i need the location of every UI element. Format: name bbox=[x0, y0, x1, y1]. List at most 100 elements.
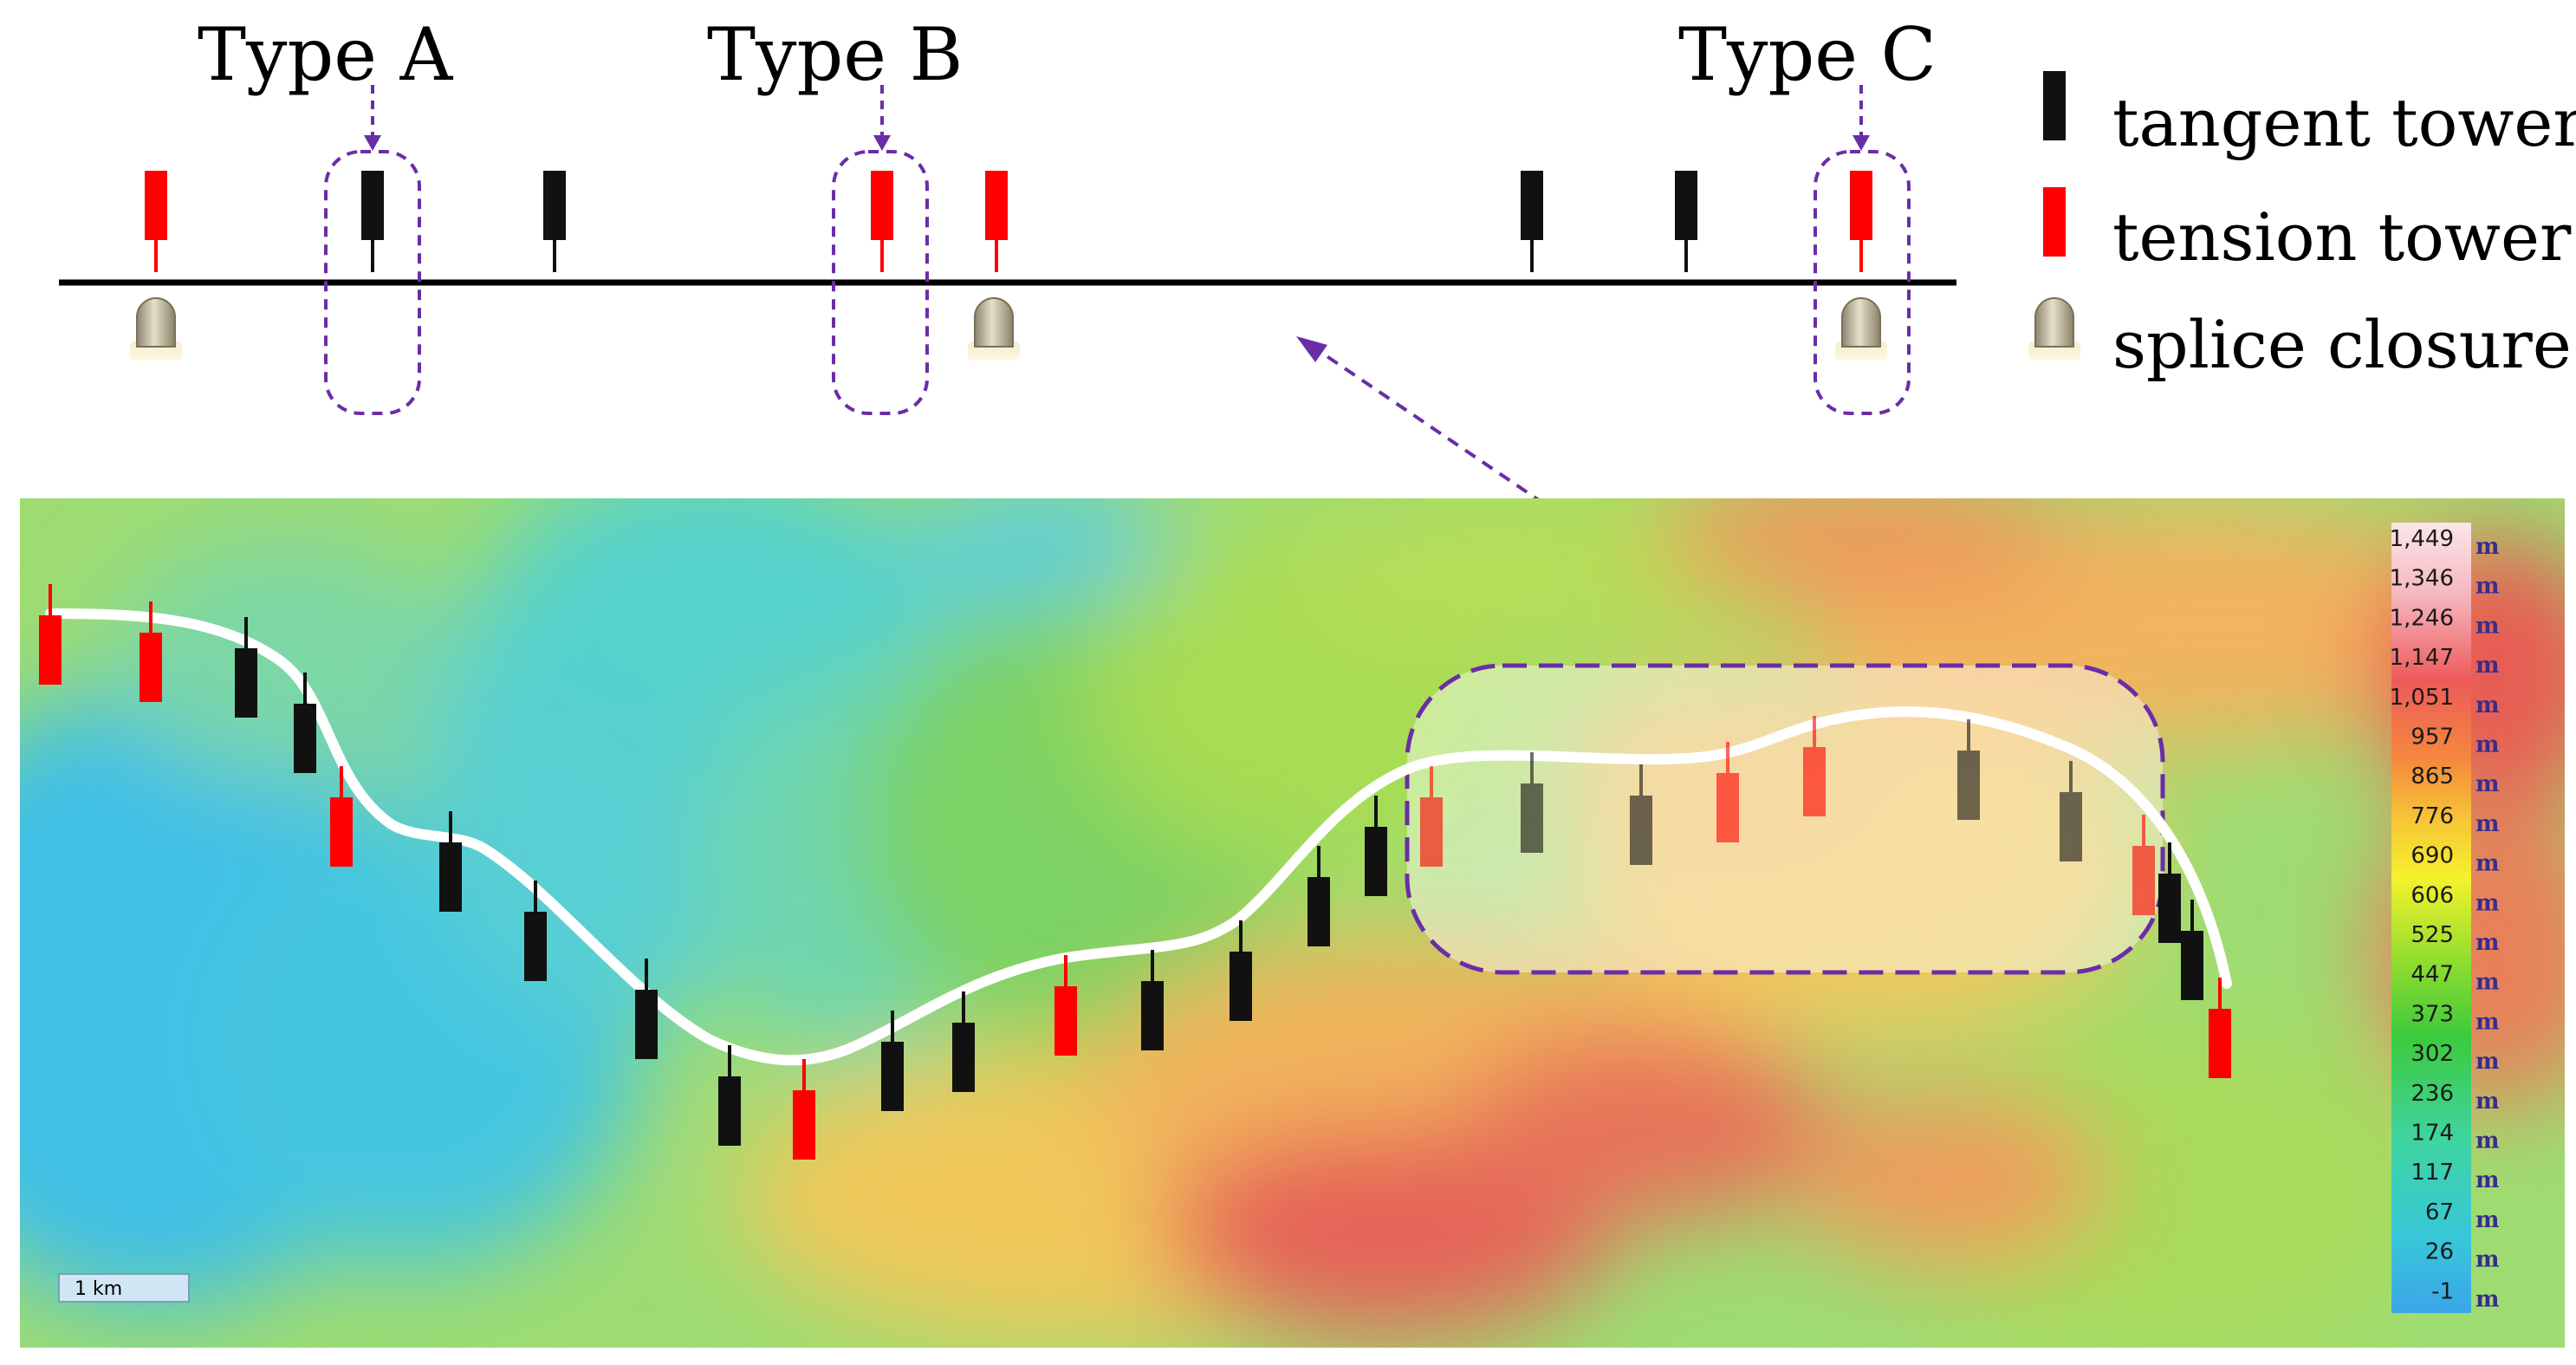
map-tension-tower bbox=[1420, 766, 1443, 867]
map-tangent-tower bbox=[2181, 900, 2203, 1000]
colorbar-unit-label: m bbox=[2475, 1009, 2500, 1035]
colorbar-unit-label: m bbox=[2475, 1089, 2500, 1115]
colorbar-tick-label: 26 bbox=[2425, 1239, 2454, 1265]
type-b-box bbox=[832, 150, 929, 415]
splice-closures bbox=[130, 297, 1887, 361]
schematic-towers bbox=[145, 171, 1872, 272]
map-tension-tower bbox=[793, 1059, 815, 1160]
colorbar-tick-label: 1,346 bbox=[2390, 566, 2454, 592]
tension-tower bbox=[1850, 171, 1872, 272]
colorbar-tick-label: 606 bbox=[2411, 882, 2454, 908]
map-tangent-tower bbox=[718, 1045, 741, 1146]
legend-splice-label: splice closure bbox=[2112, 306, 2572, 383]
colorbar-unit-label: m bbox=[2475, 574, 2500, 600]
colorbar-unit-label: m bbox=[2475, 534, 2500, 560]
colorbar-tick-label: 690 bbox=[2411, 843, 2454, 869]
map-tangent-tower bbox=[1365, 796, 1387, 896]
map-tangent-tower bbox=[635, 959, 658, 1059]
splice-closure-icon bbox=[130, 297, 182, 361]
map-tangent-tower bbox=[1630, 764, 1652, 865]
schematic-panel: Type A Type B Type C bbox=[59, 12, 2576, 415]
map-tension-tower bbox=[140, 601, 162, 702]
tangent-tower bbox=[1675, 171, 1697, 272]
map-tangent-tower bbox=[524, 881, 547, 981]
colorbar-tick-label: 447 bbox=[2411, 962, 2454, 988]
route-line bbox=[45, 608, 2232, 1066]
colorbar-tick-label: 236 bbox=[2411, 1081, 2454, 1107]
colorbar-unit-label: m bbox=[2475, 851, 2500, 877]
map-tangent-tower bbox=[2060, 761, 2082, 861]
map-tension-tower bbox=[2209, 978, 2231, 1078]
legend-tension-label: tension tower bbox=[2112, 198, 2572, 276]
type-c-box bbox=[1814, 150, 1911, 415]
type-boxes bbox=[324, 150, 1911, 415]
type-c-label: Type C bbox=[1678, 12, 1937, 97]
colorbar-tick-label: -1 bbox=[2431, 1278, 2454, 1304]
colorbar-tick-label: 957 bbox=[2411, 725, 2454, 751]
map-tangent-tower bbox=[439, 811, 462, 912]
splice-closure-icon bbox=[1835, 297, 1887, 361]
map-tangent-tower bbox=[1521, 752, 1543, 853]
legend-tension-swatch bbox=[2043, 187, 2066, 257]
colorbar-tick-label: 373 bbox=[2411, 1001, 2454, 1027]
colorbar-unit-label: m bbox=[2475, 1128, 2500, 1154]
colorbar-tick-label: 865 bbox=[2411, 764, 2454, 790]
tangent-tower bbox=[1521, 171, 1543, 272]
map-tangent-tower bbox=[881, 1011, 904, 1111]
scale-bar: 1 km bbox=[58, 1273, 190, 1303]
colorbar-tick-label: 1,449 bbox=[2390, 526, 2454, 552]
map-tangent-tower bbox=[235, 617, 257, 718]
colorbar-unit-label: m bbox=[2475, 653, 2500, 679]
type-arrows bbox=[371, 85, 1863, 139]
colorbar-unit-label: m bbox=[2475, 890, 2500, 916]
colorbar-unit-label: m bbox=[2475, 613, 2500, 639]
colorbar-unit-label: m bbox=[2475, 811, 2500, 837]
map-towers bbox=[39, 584, 2231, 1160]
tension-tower bbox=[871, 171, 893, 272]
elevation-colorbar: 1,449 m 1,346 m 1,246 m 1,147 m 1,051 m 957 m 865 m 77… bbox=[2390, 523, 2500, 1313]
map-tension-tower bbox=[330, 766, 353, 867]
colorbar-unit-label: m bbox=[2475, 732, 2500, 758]
map-tangent-tower bbox=[2158, 842, 2181, 943]
colorbar-tick-label: 1,246 bbox=[2390, 605, 2454, 631]
colorbar-unit-label: m bbox=[2475, 970, 2500, 996]
map-tangent-tower bbox=[1307, 846, 1330, 946]
colorbar-unit-label: m bbox=[2475, 771, 2500, 797]
colorbar-unit-label: m bbox=[2475, 930, 2500, 956]
colorbar-tick-label: 1,051 bbox=[2390, 685, 2454, 711]
colorbar-unit-label: m bbox=[2475, 1207, 2500, 1233]
map-tension-tower bbox=[1716, 742, 1739, 842]
map-tangent-tower bbox=[952, 991, 975, 1092]
colorbar-tick-label: 174 bbox=[2411, 1121, 2454, 1147]
map-tangent-tower bbox=[294, 673, 316, 773]
tension-tower bbox=[985, 171, 1008, 272]
map-tension-tower bbox=[1803, 716, 1826, 816]
type-arrowheads bbox=[364, 135, 1870, 151]
colorbar-unit-label: m bbox=[2475, 692, 2500, 718]
colorbar-tick-label: 776 bbox=[2411, 803, 2454, 829]
tangent-tower bbox=[361, 171, 384, 272]
colorbar-unit-label: m bbox=[2475, 1049, 2500, 1075]
map-tangent-tower bbox=[1230, 920, 1252, 1021]
colorbar-unit-label: m bbox=[2475, 1286, 2500, 1312]
legend-tangent-swatch bbox=[2043, 71, 2066, 140]
type-a-label: Type A bbox=[198, 12, 454, 97]
map-tension-tower bbox=[1054, 955, 1077, 1056]
map-tension-tower bbox=[2132, 815, 2155, 915]
type-b-label: Type B bbox=[707, 12, 963, 97]
tangent-tower bbox=[543, 171, 566, 272]
colorbar-tick-label: 67 bbox=[2425, 1199, 2454, 1225]
map-tangent-tower bbox=[1141, 950, 1164, 1050]
legend-tangent-label: tangent tower bbox=[2112, 84, 2576, 161]
colorbar-tick-label: 525 bbox=[2411, 922, 2454, 948]
type-a-box bbox=[324, 150, 421, 415]
colorbar-unit-label: m bbox=[2475, 1167, 2500, 1193]
scale-bar-label: 1 km bbox=[75, 1278, 122, 1300]
colorbar-tick-label: 1,147 bbox=[2390, 645, 2454, 671]
tension-tower bbox=[145, 171, 167, 272]
legend-splice-icon bbox=[2028, 297, 2080, 361]
zoom-region-box bbox=[1405, 663, 2165, 975]
legend: tangent tower tension tower splice closu… bbox=[2028, 71, 2576, 383]
